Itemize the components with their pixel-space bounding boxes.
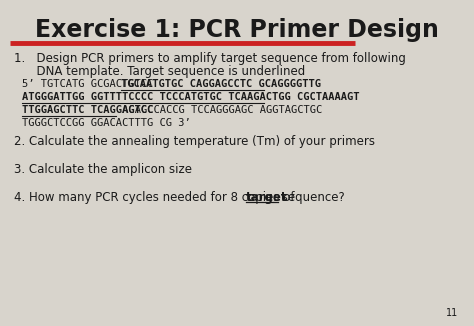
Text: target: target <box>246 191 288 204</box>
Text: TTGGAGCTTC TCAGGAGTCC: TTGGAGCTTC TCAGGAGTCC <box>22 105 153 115</box>
Text: DNA template. Target sequence is underlined: DNA template. Target sequence is underli… <box>14 65 305 78</box>
Text: TGCAATGTGC CAGGAGCCTC GCAGGGGTTG: TGCAATGTGC CAGGAGCCTC GCAGGGGTTG <box>120 79 320 89</box>
Text: 1.   Design PCR primers to amplify target sequence from following: 1. Design PCR primers to amplify target … <box>14 52 406 65</box>
Text: Exercise 1: PCR Primer Design: Exercise 1: PCR Primer Design <box>35 18 439 42</box>
Text: 2. Calculate the annealing temperature (Tm) of your primers: 2. Calculate the annealing temperature (… <box>14 135 375 148</box>
Text: 4. How many PCR cycles needed for 8 copies of: 4. How many PCR cycles needed for 8 copi… <box>14 191 298 204</box>
Text: AGAGCCACCG TCCAGGGAGC AGGTAGCTGC: AGAGCCACCG TCCAGGGAGC AGGTAGCTGC <box>116 105 322 115</box>
Text: TGGGCTCCGG GGACACTTTG CG 3’: TGGGCTCCGG GGACACTTTG CG 3’ <box>22 118 191 128</box>
Text: 11: 11 <box>446 308 458 318</box>
Text: 3. Calculate the amplicon size: 3. Calculate the amplicon size <box>14 163 192 176</box>
Text: sequence?: sequence? <box>278 191 345 204</box>
Text: 5’ TGTCATG GCGACTGTCC: 5’ TGTCATG GCGACTGTCC <box>22 79 159 89</box>
Text: ATGGGATTGG GGTTTTCCCC TCCCATGTGC TCAAGACTGG CGCTAAAAGT: ATGGGATTGG GGTTTTCCCC TCCCATGTGC TCAAGAC… <box>22 92 359 102</box>
